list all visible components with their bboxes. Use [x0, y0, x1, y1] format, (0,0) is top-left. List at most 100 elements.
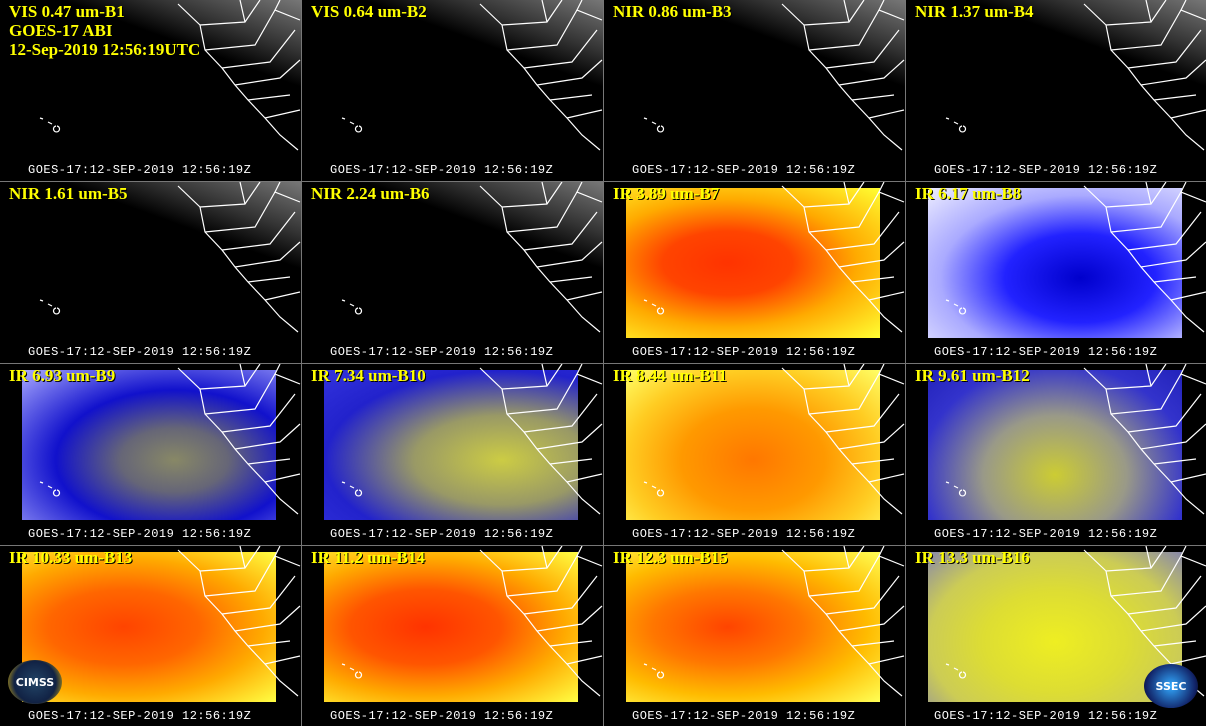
coastline [1105, 0, 1202, 69]
coastlines [945, 182, 1206, 333]
coastline [781, 367, 903, 515]
coastline [643, 299, 665, 315]
panel-label: IR 13.3 um-B16 [915, 548, 1030, 567]
satellite-image [626, 188, 880, 338]
satellite-image [324, 370, 578, 520]
coastline [843, 546, 905, 569]
coastline [39, 481, 61, 497]
panel-label: VIS 0.64 um-B2 [311, 2, 427, 21]
coastline [1145, 364, 1206, 387]
coastlines [643, 182, 905, 333]
coastline [1105, 546, 1202, 615]
coastlines [39, 364, 301, 515]
ssec-logo: SSEC [1144, 664, 1198, 708]
panel-label: IR 9.61 um-B12 [915, 366, 1030, 385]
panel: IR 12.3 um-B15 GOES-17:12-SEP-2019 12:56:… [604, 546, 905, 726]
coastline [643, 663, 665, 679]
coastline [541, 546, 603, 569]
satellite-image [928, 552, 1182, 702]
panel: NIR 1.61 um-B5 GOES-17:12-SEP-2019 12:56:… [0, 182, 301, 363]
coastlines [341, 182, 603, 333]
satellite-image [626, 552, 880, 702]
panel: IR 6.17 um-B8 GOES-17:12-SEP-2019 12:56:1… [906, 182, 1206, 363]
satellite-image [324, 552, 578, 702]
satellite-image [0, 182, 301, 363]
panel-timestamp: GOES-17:12-SEP-2019 12:56:19Z [28, 163, 252, 177]
coastline [803, 0, 900, 69]
panel: IR 7.34 um-B10 GOES-17:12-SEP-2019 12:56:… [302, 364, 603, 545]
coastline [643, 481, 665, 497]
panel-label: NIR 0.86 um-B3 [613, 2, 732, 21]
coastlines [39, 182, 301, 333]
coastline [1083, 3, 1205, 151]
satellite-image [0, 0, 301, 181]
coastlines [341, 364, 603, 515]
satellite-image [302, 182, 603, 363]
satellite-image [302, 0, 603, 181]
panel: IR 6.93 um-B9 GOES-17:12-SEP-2019 12:56:1… [0, 364, 301, 545]
coastline [781, 3, 903, 151]
coastline [39, 299, 61, 315]
coastline [501, 364, 598, 433]
coastline [1140, 241, 1206, 301]
coastline [838, 241, 905, 301]
panel-timestamp: GOES-17:12-SEP-2019 12:56:19Z [632, 709, 856, 723]
satellite-image [22, 370, 276, 520]
coastline [803, 364, 900, 433]
cimss-logo: CIMSS [8, 660, 62, 704]
panel-timestamp: GOES-17:12-SEP-2019 12:56:19Z [28, 527, 252, 541]
panel-label: IR 8.44 um-B11 [613, 366, 727, 385]
coastline [945, 481, 967, 497]
coastline [838, 423, 905, 483]
coastlines [643, 364, 905, 515]
coastline [1145, 0, 1206, 23]
panel: IR 13.3 um-B16 GOES-17:12-SEP-2019 12:56:… [906, 546, 1206, 726]
header-line: GOES-17 ABI [9, 21, 113, 40]
panel-timestamp: GOES-17:12-SEP-2019 12:56:19Z [934, 527, 1158, 541]
panel-timestamp: GOES-17:12-SEP-2019 12:56:19Z [934, 163, 1158, 177]
coastline [479, 3, 601, 151]
coastline [341, 117, 363, 133]
coastline [177, 549, 299, 697]
coastline [945, 663, 967, 679]
coastline [536, 241, 603, 301]
coastline [1140, 423, 1206, 483]
coastline [199, 0, 296, 69]
coastline [341, 481, 363, 497]
coastline [541, 0, 603, 23]
coastline [234, 423, 301, 483]
coastline [501, 546, 598, 615]
panel: NIR 1.37 um-B4 GOES-17:12-SEP-2019 12:56:… [906, 0, 1206, 181]
panel-timestamp: GOES-17:12-SEP-2019 12:56:19Z [28, 345, 252, 359]
panel-label: IR 7.34 um-B10 [311, 366, 426, 385]
coastline [479, 549, 601, 697]
panel-timestamp: GOES-17:12-SEP-2019 12:56:19Z [934, 345, 1158, 359]
coastline [843, 364, 905, 387]
coastline [1145, 546, 1206, 569]
panel-timestamp: GOES-17:12-SEP-2019 12:56:19Z [934, 709, 1158, 723]
panel: VIS 0.47 um-B1 GOES-17:12-SEP-2019 12:56:… [0, 0, 301, 181]
coastline [341, 299, 363, 315]
panel: IR 9.61 um-B12 GOES-17:12-SEP-2019 12:56:… [906, 364, 1206, 545]
coastline [843, 0, 905, 23]
coastline [536, 59, 603, 119]
coastline [1083, 185, 1205, 333]
coastline [341, 663, 363, 679]
panel-label: IR 10.33 um-B13 [9, 548, 133, 567]
coastline [239, 546, 301, 569]
satellite-image [626, 370, 880, 520]
satellite-image [22, 552, 276, 702]
coastline [781, 185, 903, 333]
panel-timestamp: GOES-17:12-SEP-2019 12:56:19Z [632, 163, 856, 177]
coastline [838, 59, 905, 119]
coastline [234, 241, 301, 301]
coastline [239, 364, 301, 387]
panel: NIR 0.86 um-B3 GOES-17:12-SEP-2019 12:56:… [604, 0, 905, 181]
panel-timestamp: GOES-17:12-SEP-2019 12:56:19Z [28, 709, 252, 723]
panel-label: NIR 2.24 um-B6 [311, 184, 430, 203]
coastline [1145, 182, 1206, 205]
panel-timestamp: GOES-17:12-SEP-2019 12:56:19Z [330, 527, 554, 541]
panel-label: NIR 1.61 um-B5 [9, 184, 128, 203]
coastlines [945, 364, 1206, 515]
